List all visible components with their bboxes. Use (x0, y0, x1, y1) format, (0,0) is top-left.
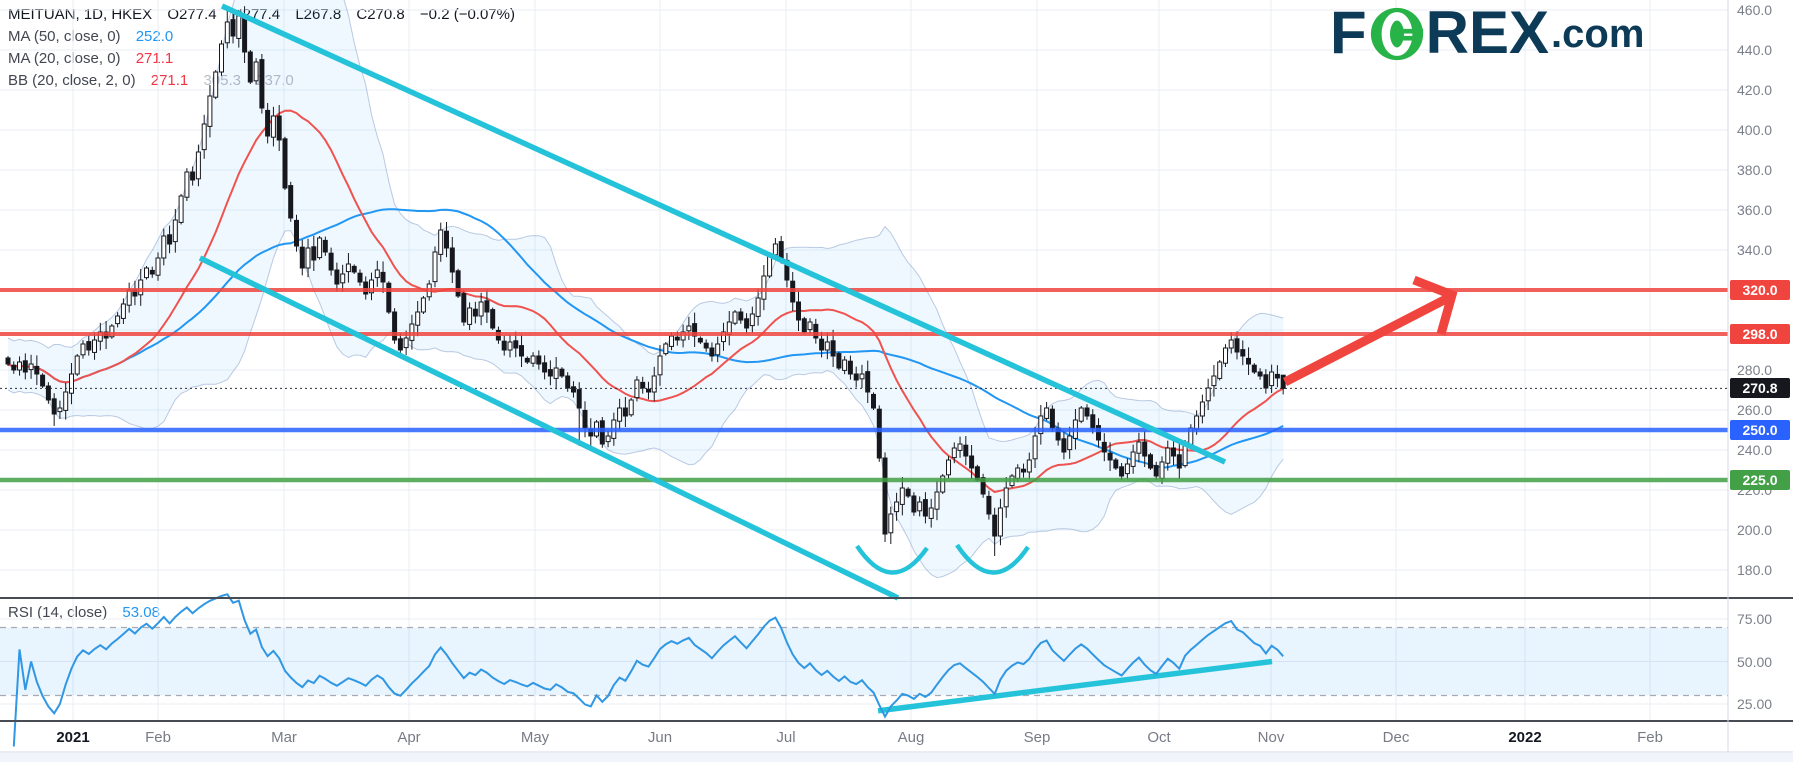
price-level-tag: 298.0 (1730, 324, 1790, 344)
time-axis-label: 2022 (1508, 729, 1542, 746)
time-axis-label: May (520, 729, 550, 746)
forex-logo-f: F (1330, 0, 1367, 66)
time-axis-label: Aug (897, 729, 925, 746)
time-axis-label: Mar (271, 729, 297, 746)
bottom-scroll-area (0, 753, 1793, 762)
rsi-tick: 50.00 (1737, 653, 1773, 670)
ma50-label: MA (50, close, 0) (8, 28, 121, 45)
ma20-legend[interactable]: MA (20, close, 0) 271.1 (8, 50, 184, 67)
price-tick: 460.0 (1737, 2, 1773, 18)
price-tick: 200.0 (1737, 522, 1773, 538)
ma50-value: 252.0 (135, 28, 174, 45)
time-axis-label: Jul (776, 729, 796, 746)
forex-logo-com: .com (1551, 12, 1645, 56)
ma50-legend[interactable]: MA (50, close, 0) 252.0 (8, 28, 184, 45)
ma20-value: 271.1 (135, 50, 174, 67)
rsi-legend[interactable]: RSI (14, close) 53.08 (8, 604, 171, 621)
price-level-tag: 320.0 (1730, 280, 1790, 300)
rsi-tick: 25.00 (1737, 696, 1773, 712)
forex-logo-zero-icon (1370, 7, 1423, 61)
price-tick: 420.0 (1737, 82, 1773, 98)
rsi-label: RSI (14, close) (8, 604, 108, 621)
price-tick: 280.0 (1737, 362, 1773, 378)
bb-basis-value: 271.1 (150, 72, 189, 89)
price-tick: 340.0 (1737, 242, 1773, 258)
rsi-value: 53.08 (122, 604, 160, 621)
price-tick: 440.0 (1737, 42, 1773, 58)
rsi-tick: 75.00 (1737, 611, 1773, 627)
price-level-tag: 225.0 (1730, 470, 1790, 490)
price-tick: 240.0 (1737, 442, 1773, 458)
price-tick: 360.0 (1737, 202, 1773, 218)
price-level-tag: 250.0 (1730, 420, 1790, 440)
time-axis-label: Dec (1382, 729, 1410, 746)
price-tick: 400.0 (1737, 122, 1773, 138)
forex-logo: F REX .com (1330, 0, 1645, 66)
price-level-tag: 270.8 (1730, 378, 1790, 399)
time-axis-label: Nov (1257, 729, 1285, 746)
price-tick: 180.0 (1737, 562, 1773, 578)
bb-upper-value: 305.3 (203, 72, 241, 89)
time-axis-label: Apr (397, 729, 421, 746)
ma20-label: MA (20, close, 0) (8, 50, 121, 67)
time-axis-label: 2021 (56, 729, 90, 746)
time-axis-label: Jun (647, 729, 673, 746)
bb-label: BB (20, close, 2, 0) (8, 72, 136, 89)
price-tick: 260.0 (1737, 402, 1773, 418)
price-tick: 380.0 (1737, 162, 1773, 178)
time-axis-label: Feb (145, 729, 171, 746)
time-axis-label: Feb (1637, 729, 1663, 746)
time-axis-label: Sep (1023, 729, 1051, 746)
forex-logo-rex: REX (1425, 0, 1550, 66)
time-axis-label: Oct (1147, 729, 1171, 746)
